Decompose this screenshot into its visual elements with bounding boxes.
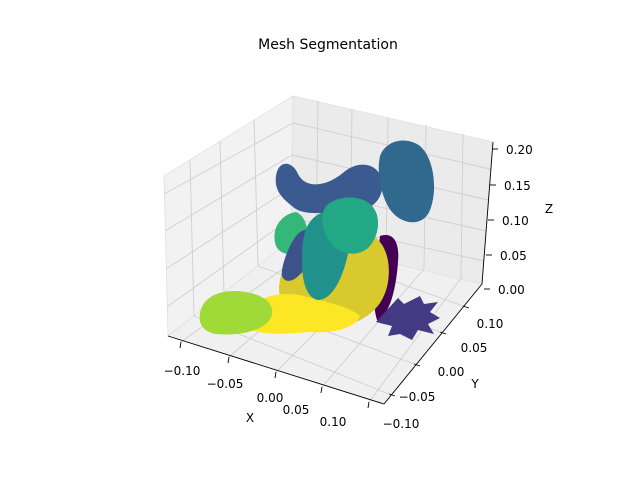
chart-title: Mesh Segmentation bbox=[258, 37, 398, 53]
z-tick-label: 0.10 bbox=[502, 214, 529, 228]
mesh-segment-3 bbox=[378, 140, 435, 223]
x-tick-label: 0.05 bbox=[283, 403, 310, 417]
y-tick-mark bbox=[462, 305, 470, 309]
x-tick-mark bbox=[320, 386, 323, 394]
x-axis-line bbox=[167, 335, 385, 405]
z-axis-line bbox=[481, 141, 494, 285]
y-axis-line bbox=[383, 283, 483, 405]
y-tick-mark bbox=[388, 393, 396, 397]
grid-line bbox=[189, 160, 195, 317]
y-tick-mark bbox=[413, 363, 421, 367]
y-axis-label: Y bbox=[470, 377, 479, 391]
x-tick-mark bbox=[179, 341, 182, 349]
z-tick-label: 0.20 bbox=[506, 143, 533, 157]
x-tick-label: 0.00 bbox=[257, 391, 284, 405]
z-tick-label: 0.15 bbox=[504, 179, 531, 193]
y-tick-label: −0.05 bbox=[399, 390, 436, 404]
tick-marks bbox=[179, 148, 498, 409]
x-tick-mark bbox=[227, 356, 230, 364]
x-tick-label: −0.05 bbox=[207, 377, 244, 391]
mesh-segment-3-center bbox=[322, 197, 379, 254]
x-tick-label: 0.10 bbox=[320, 415, 347, 429]
z-tick-label: 0.00 bbox=[498, 283, 525, 297]
mesh-segment-0-tendrils bbox=[376, 296, 440, 340]
mesh-segment-5 bbox=[199, 290, 273, 335]
x-tick-mark bbox=[367, 401, 370, 409]
grid-line bbox=[460, 133, 464, 279]
y-tick-label: −0.10 bbox=[383, 417, 420, 431]
z-axis-label: Z bbox=[545, 202, 553, 216]
y-tick-label: 0.05 bbox=[461, 341, 488, 355]
z-tick-label: 0.05 bbox=[500, 249, 527, 263]
grid-line bbox=[166, 217, 292, 308]
y-tick-mark bbox=[439, 331, 447, 335]
grid-line bbox=[164, 154, 293, 232]
mesh-segment-6-base bbox=[246, 294, 360, 334]
y-tick-label: 0.10 bbox=[477, 317, 504, 331]
grid-line bbox=[321, 268, 425, 388]
mesh-segments bbox=[199, 140, 440, 340]
grid-line bbox=[163, 122, 294, 195]
x-tick-label: −0.10 bbox=[164, 364, 201, 378]
grid-line bbox=[368, 277, 462, 403]
x-axis-label: X bbox=[246, 411, 254, 425]
axis-lines bbox=[167, 141, 494, 405]
y-tick-label: 0.00 bbox=[438, 365, 465, 379]
x-tick-mark bbox=[274, 371, 277, 379]
grid-line bbox=[219, 140, 225, 294]
grid-line bbox=[165, 186, 293, 270]
